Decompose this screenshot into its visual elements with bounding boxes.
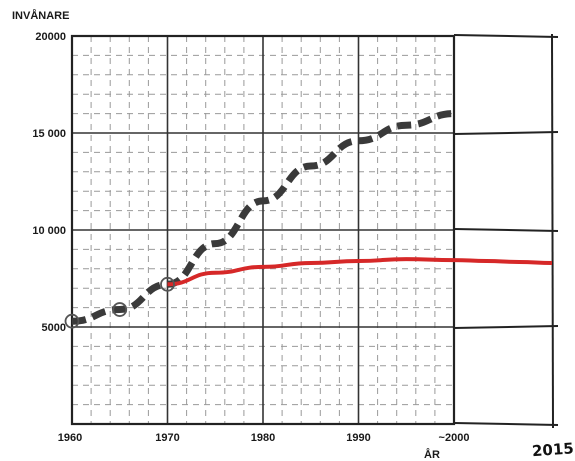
x-tick-label: 1970 [155,432,179,444]
x-tick-labels: 1960 1970 1980 1990 ~2000 [58,432,470,444]
y-tick-label: 20000 [35,31,66,43]
y-tick-label: 10 000 [32,225,66,237]
x-tick-label: ~2000 [439,432,470,444]
x-tick-label: 1980 [251,432,275,444]
extension-line-h [453,228,559,232]
y-axis-title: INVÅNARE [12,9,69,22]
x-axis-title: ÅR [424,448,440,461]
series-line-dashed [71,110,455,325]
x-tick-label: 1990 [346,432,370,444]
data-point-marker [160,276,175,292]
data-point-marker [112,302,128,317]
extension-year-label: 2015 [531,439,574,460]
series-line-solid [167,257,553,287]
y-tick-label: 15 000 [32,128,66,140]
x-tick-label: 1960 [58,432,82,444]
extension-line-h [453,422,559,426]
extension-grid [453,33,559,429]
y-tick-label: 5000 [42,322,66,334]
extension-line-v [551,33,554,429]
major-grid [70,34,456,426]
extension-line-h [453,34,559,38]
y-tick-labels: 20000 15 000 10 000 5000 [32,31,66,334]
extension-line-h [453,325,559,329]
series-layer [71,110,553,325]
marker-layer [64,276,175,329]
data-point-marker [64,313,80,329]
extension-line-h [453,131,559,135]
